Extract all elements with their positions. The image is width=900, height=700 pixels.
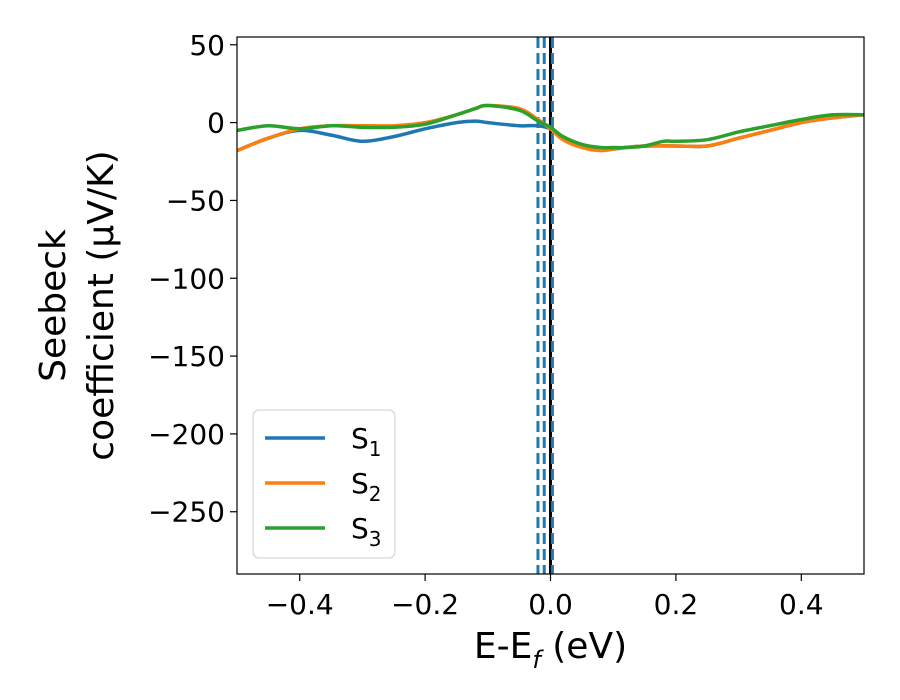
y-tick-label: −250	[148, 496, 225, 529]
y-tick-label: −50	[166, 184, 225, 217]
x-tick-label: 0.4	[779, 588, 824, 621]
y-tick-label: −100	[148, 262, 225, 295]
x-tick-label: 0.2	[654, 588, 699, 621]
tick-marks: −0.4 −0.2 0.0 0.2 0.4 50 0 −50 −100 −150 −200 −250	[148, 29, 823, 621]
x-tick-label: −0.4	[266, 588, 334, 621]
y-tick-label: −150	[148, 340, 225, 373]
x-axis-label: E-Ef (eV)	[474, 626, 627, 674]
x-axis-label-main: E-E	[474, 626, 532, 667]
series-lines	[237, 103, 864, 153]
y-tick-label: −200	[148, 418, 225, 451]
y-axis-label-line2: coefficient (μV/K)	[81, 150, 122, 460]
series-line-s3	[237, 103, 864, 150]
y-axis-label-line1: Seebeck	[33, 229, 74, 382]
x-axis-label-unit: (eV)	[541, 626, 627, 667]
y-tick-label: 50	[189, 29, 225, 62]
x-tick-label: −0.2	[391, 588, 459, 621]
legend-label-s3: S3	[351, 512, 382, 551]
y-tick-label: 0	[207, 107, 225, 140]
x-tick-label: 0.0	[528, 588, 573, 621]
legend-label-s1: S1	[351, 422, 382, 461]
plot-area	[536, 37, 554, 574]
legend-label-s2: S2	[351, 467, 382, 506]
legend: S1 S2 S3	[252, 409, 396, 559]
